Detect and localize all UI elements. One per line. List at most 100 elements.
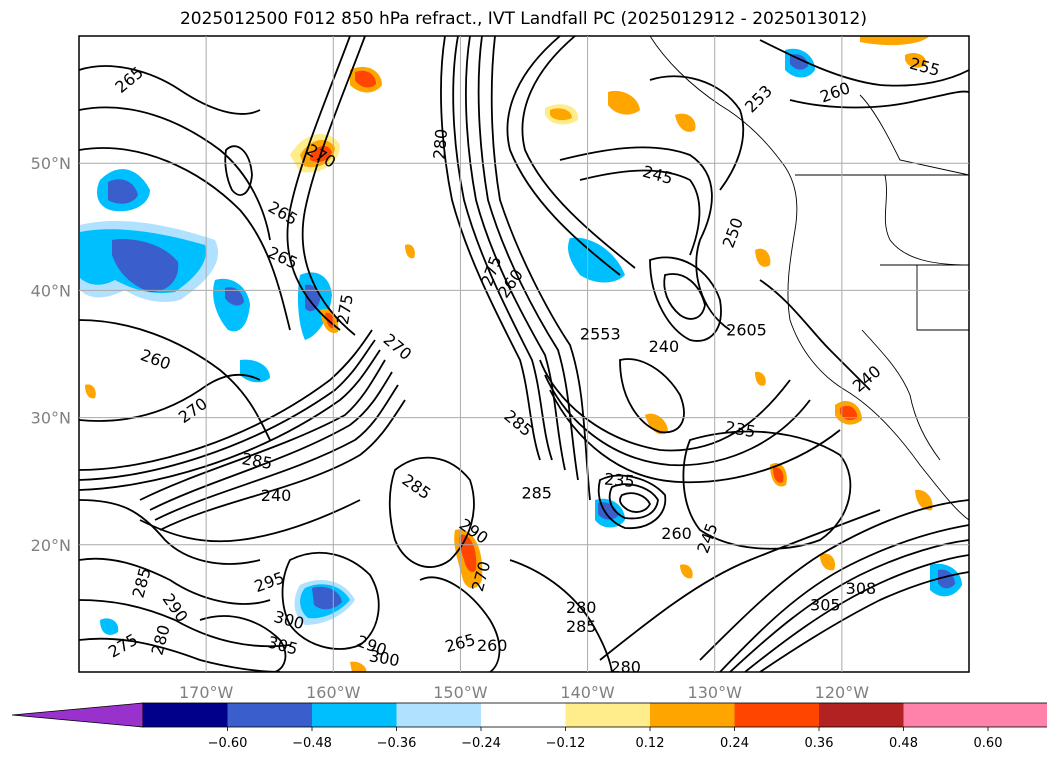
graticule [79, 36, 969, 672]
negative-anomaly [568, 237, 625, 283]
contour-line [79, 106, 271, 241]
positive-anomaly [773, 467, 784, 483]
negative-anomaly [100, 618, 119, 635]
coastline [649, 36, 969, 521]
colorbar-segment [988, 703, 1047, 727]
contour-value-label: 280 [610, 658, 641, 677]
contour-line [599, 509, 881, 661]
colorbar-segment [734, 703, 820, 727]
contour-line [301, 36, 366, 336]
lon-tick-label: 120°W [815, 683, 870, 702]
refractivity-contours [79, 36, 969, 672]
colorbar-segment [143, 703, 229, 727]
colorbar-tick-label: 0.24 [720, 736, 749, 751]
contour-line [759, 571, 969, 672]
contour-line [224, 145, 253, 196]
map-plot-area [78, 35, 970, 673]
positive-anomaly [608, 90, 640, 115]
colorbar-tick-label: −0.48 [292, 736, 332, 751]
contour-line [759, 39, 969, 87]
lon-tick-label: 130°W [688, 683, 743, 702]
lat-tick-label: 30°N [31, 409, 71, 428]
colorbar-segment [903, 703, 989, 727]
positive-anomaly [85, 384, 96, 399]
contour-line [139, 359, 386, 501]
positive-anomaly [755, 248, 771, 267]
positive-anomaly [405, 244, 415, 259]
colorbar-segment [396, 703, 482, 727]
contour-line [619, 358, 685, 434]
contour-line [619, 492, 652, 513]
negative-anomaly [790, 54, 808, 70]
contour-value-label: 2553 [580, 324, 621, 343]
contour-value-label: 240 [649, 337, 680, 356]
positive-anomaly [840, 405, 858, 421]
lon-tick-label: 150°W [433, 683, 488, 702]
colorbar-under-triangle [11, 702, 144, 728]
contour-line [79, 499, 261, 565]
colorbar-tick-label: 0.48 [889, 736, 918, 751]
lon-tick-label: 140°W [560, 683, 615, 702]
contour-line [699, 499, 969, 661]
lat-tick-label: 40°N [31, 281, 71, 300]
contour-line [559, 146, 731, 331]
contour-line [759, 279, 871, 391]
colorbar: −0.60 −0.48 −0.36 −0.24 −0.12 0.12 0.24 0.36 0.4… [11, 702, 1047, 751]
contour-line [199, 615, 287, 672]
negative-anomaly [108, 179, 138, 204]
positive-anomaly [680, 564, 693, 579]
negative-anomaly [305, 284, 320, 312]
contour-line [521, 36, 636, 269]
lon-tick-label: 160°W [306, 683, 361, 702]
contour-line [649, 75, 745, 191]
contour-line [579, 169, 701, 256]
contour-line [419, 576, 501, 672]
lat-tick-label: 20°N [31, 536, 71, 555]
positive-anomaly [550, 108, 572, 121]
contour-line [154, 384, 399, 521]
contour-line [549, 389, 841, 484]
negative-anomaly [312, 586, 342, 610]
contour-value-label: 260 [477, 636, 508, 655]
contour-line [452, 36, 553, 461]
colorbar-tick-label: 0.12 [636, 736, 665, 751]
colorbar-segment [819, 703, 905, 727]
contour-line [286, 36, 351, 331]
latitude-labels: 50°N 40°N 30°N 20°N [31, 154, 71, 555]
colorbar-segment [481, 703, 567, 727]
map-title: 2025012500 F012 850 hPa refract., IVT La… [179, 9, 867, 29]
positive-anomaly [355, 70, 376, 88]
contour-value-label: 305 [810, 595, 841, 614]
contour-value-label: 2605 [726, 321, 767, 340]
contour-value-label: 285 [521, 483, 552, 502]
coastline-segment [884, 174, 969, 266]
contour-line [79, 65, 261, 115]
positive-anomaly [905, 53, 927, 68]
contour-line [663, 273, 706, 320]
contour-line [79, 349, 381, 491]
contour-line [719, 524, 969, 672]
colorbar-segment [227, 703, 313, 727]
contour-line [539, 359, 791, 452]
contour-value-label: 260 [661, 524, 692, 543]
contour-line [79, 339, 376, 481]
contour-value-label: 240 [261, 486, 292, 505]
contour-value-label: 280 [430, 128, 452, 160]
positive-anomaly [675, 113, 696, 132]
contour-value-label: 235 [603, 469, 635, 491]
map-frame [78, 35, 970, 673]
colorbar-tick-label: 0.36 [805, 736, 834, 751]
positive-anomaly [350, 661, 367, 672]
positive-anomaly [860, 36, 930, 46]
contour-line [608, 483, 659, 520]
map-background [79, 36, 969, 672]
contour-value-label: 308 [846, 579, 877, 598]
coastline-segment [859, 94, 969, 176]
colorbar-segment [565, 703, 651, 727]
contour-value-label: 285 [566, 617, 597, 636]
colorbar-tick-label: −0.12 [546, 736, 586, 751]
contour-line [477, 36, 579, 481]
positive-anomaly [755, 371, 766, 386]
contour-line [388, 456, 475, 568]
